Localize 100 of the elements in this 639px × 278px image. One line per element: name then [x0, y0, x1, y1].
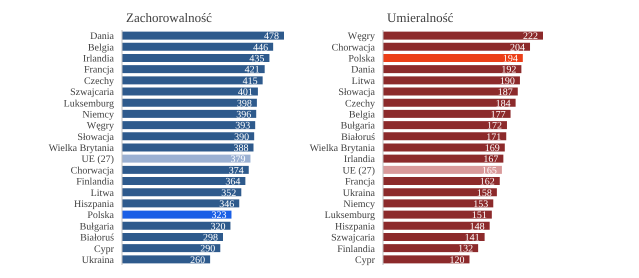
- y-tick-label: Chorwacja: [332, 42, 376, 54]
- data-label: 194: [502, 54, 518, 64]
- y-tick-label: Irlandia: [344, 154, 376, 166]
- data-label: 120: [449, 254, 464, 266]
- bar: [383, 210, 492, 219]
- bar: [383, 76, 520, 84]
- y-tick-label: Węgry: [86, 120, 114, 132]
- bar: [383, 255, 470, 264]
- y-tick-label: Czechy: [84, 76, 114, 87]
- data-label: 320: [210, 221, 226, 232]
- y-tick-label: UE (27): [82, 154, 114, 166]
- bar: [383, 54, 523, 62]
- chart-title: Zachorowalność: [126, 10, 212, 26]
- y-tick-label: Dania: [90, 31, 115, 42]
- data-label: 153: [473, 198, 488, 210]
- y-tick-label: Francja: [345, 176, 376, 188]
- y-tick-label: Belgia: [88, 42, 115, 54]
- data-label: 346: [219, 198, 234, 210]
- bar: [122, 121, 256, 130]
- data-label: 169: [484, 143, 500, 154]
- data-label: 171: [486, 132, 502, 143]
- bar: [122, 210, 232, 219]
- data-label: 148: [470, 221, 485, 232]
- y-tick-label: Litwa: [90, 188, 115, 199]
- y-tick-label: Ukraina: [82, 254, 115, 266]
- data-label: 388: [234, 143, 248, 154]
- bar: [122, 255, 210, 264]
- bar: [122, 143, 254, 152]
- data-label: 298: [202, 232, 218, 244]
- bar: [383, 232, 485, 241]
- bar: [383, 199, 494, 208]
- bar: [122, 88, 258, 96]
- bar: [383, 32, 543, 40]
- data-label: 478: [264, 31, 279, 42]
- bar: [122, 110, 256, 118]
- data-label: 415: [242, 76, 258, 87]
- bar: [122, 177, 246, 186]
- data-label: 364: [225, 176, 240, 188]
- bar: [383, 177, 500, 186]
- data-label: 184: [496, 98, 511, 110]
- y-tick-label: Niemcy: [343, 199, 375, 210]
- data-label: 204: [510, 42, 526, 54]
- y-tick-label: Czechy: [345, 98, 375, 110]
- bar: [383, 65, 522, 74]
- bar: [122, 132, 254, 140]
- bar: [122, 65, 265, 74]
- data-label: 401: [238, 87, 253, 98]
- data-label: 165: [482, 165, 497, 176]
- y-tick-label: Cypr: [355, 254, 376, 266]
- data-label: 151: [472, 210, 487, 222]
- bar: [383, 110, 511, 118]
- y-tick-label: Szwajcaria: [331, 232, 376, 244]
- y-tick-label: Finlandia: [337, 244, 376, 255]
- data-label: 167: [483, 154, 498, 166]
- y-tick-label: Niemcy: [82, 109, 114, 120]
- y-tick-label: UE (27): [342, 165, 375, 176]
- y-tick-label: Wielka Brytania: [48, 143, 115, 154]
- bar: [122, 54, 270, 62]
- bar: [383, 88, 518, 96]
- data-label: 374: [228, 165, 244, 176]
- y-tick-label: Słowacja: [338, 87, 376, 98]
- data-label: 446: [253, 42, 268, 54]
- y-tick-label: Białoruś: [80, 232, 114, 244]
- y-tick-label: Słowacja: [77, 132, 115, 143]
- data-label: 222: [523, 31, 538, 42]
- y-tick-label: Polska: [348, 54, 376, 65]
- bar: [122, 154, 250, 163]
- bar: [383, 166, 502, 174]
- data-label: 132: [458, 244, 474, 255]
- data-label: 396: [236, 109, 252, 120]
- bar: [122, 98, 257, 107]
- y-tick-label: Chorwacja: [70, 165, 115, 176]
- data-label: 190: [500, 76, 515, 87]
- data-label: 162: [480, 176, 495, 188]
- bar: [383, 143, 505, 152]
- y-tick-label: Luksemburg: [324, 210, 375, 222]
- bar: [122, 42, 274, 51]
- data-label: 390: [234, 132, 250, 143]
- bar: [122, 76, 263, 84]
- data-label: 141: [464, 232, 480, 244]
- data-label: 177: [490, 109, 506, 120]
- y-tick-label: Hiszpania: [335, 221, 376, 232]
- y-tick-label: Polska: [87, 210, 115, 222]
- data-label: 187: [498, 87, 513, 98]
- bar: [122, 199, 240, 208]
- y-tick-label: Finlandia: [76, 176, 115, 188]
- bar: [122, 232, 223, 241]
- y-tick-label: Węgry: [348, 31, 375, 42]
- y-tick-label: Cypr: [94, 244, 115, 255]
- data-label: 192: [501, 64, 516, 76]
- data-label: 323: [211, 210, 226, 222]
- data-label: 352: [221, 188, 236, 199]
- bar: [383, 42, 530, 51]
- y-tick-label: Luksemburg: [64, 98, 114, 110]
- y-tick-label: Bułgaria: [340, 120, 376, 132]
- bar: [383, 188, 497, 196]
- y-tick-label: Hiszpania: [74, 199, 115, 210]
- y-tick-label: Białoruś: [341, 132, 376, 143]
- bar: [122, 244, 220, 252]
- data-label: 260: [190, 254, 206, 266]
